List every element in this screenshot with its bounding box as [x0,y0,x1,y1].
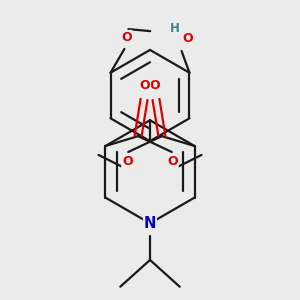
Text: O: O [150,79,160,92]
Text: N: N [144,216,156,231]
Text: O: O [167,155,178,168]
Text: O: O [121,31,132,44]
Text: O: O [182,32,193,44]
Text: H: H [170,22,179,34]
Text: O: O [122,155,133,168]
Text: O: O [140,79,150,92]
